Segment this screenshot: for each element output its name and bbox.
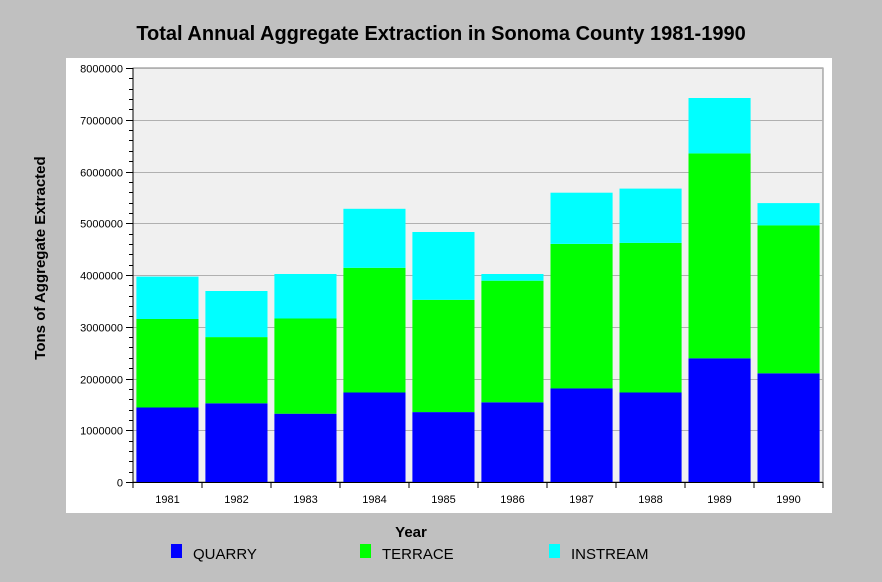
bar-instream-1982 bbox=[205, 291, 268, 338]
bars bbox=[136, 98, 820, 482]
bar-quarry-1984 bbox=[343, 392, 406, 482]
legend-swatch-instream bbox=[549, 544, 560, 558]
bar-instream-1981 bbox=[136, 276, 199, 319]
legend-swatch-quarry bbox=[171, 544, 182, 558]
x-tick-label: 1983 bbox=[293, 494, 317, 506]
bar-quarry-1983 bbox=[274, 413, 337, 482]
x-tick-label: 1988 bbox=[638, 494, 662, 506]
bar-terrace-1984 bbox=[343, 267, 406, 393]
bar-instream-1987 bbox=[550, 192, 613, 244]
bar-terrace-1988 bbox=[619, 242, 682, 393]
bar-instream-1986 bbox=[481, 274, 544, 281]
chart-title: Total Annual Aggregate Extraction in Son… bbox=[136, 23, 745, 45]
legend: QUARRY TERRACE INSTREAM bbox=[171, 544, 649, 563]
x-axis-label: Year bbox=[395, 524, 427, 541]
bar-quarry-1986 bbox=[481, 402, 544, 482]
bar-quarry-1981 bbox=[136, 407, 199, 482]
bar-instream-1990 bbox=[757, 203, 820, 226]
bar-quarry-1989 bbox=[688, 358, 751, 482]
bar-quarry-1990 bbox=[757, 373, 820, 482]
x-tick-label: 1981 bbox=[155, 494, 179, 506]
bar-terrace-1990 bbox=[757, 225, 820, 374]
bar-instream-1984 bbox=[343, 208, 406, 268]
bar-terrace-1987 bbox=[550, 244, 613, 389]
bar-terrace-1983 bbox=[274, 318, 337, 414]
x-tick-label: 1985 bbox=[431, 494, 455, 506]
bar-terrace-1985 bbox=[412, 299, 475, 413]
bar-instream-1985 bbox=[412, 232, 475, 300]
y-tick-label: 5000000 bbox=[80, 219, 123, 231]
legend-label-terrace: TERRACE bbox=[382, 546, 454, 563]
y-tick-label: 4000000 bbox=[80, 271, 123, 283]
legend-label-instream: INSTREAM bbox=[571, 546, 649, 563]
y-tick-label: 6000000 bbox=[80, 168, 123, 180]
x-tick-label: 1990 bbox=[776, 494, 800, 506]
bar-terrace-1982 bbox=[205, 337, 268, 404]
y-tick-label: 8000000 bbox=[80, 64, 123, 76]
bar-terrace-1989 bbox=[688, 153, 751, 359]
y-tick-label: 0 bbox=[117, 478, 123, 490]
x-tick-label: 1987 bbox=[569, 494, 593, 506]
bar-instream-1989 bbox=[688, 98, 751, 154]
bar-quarry-1985 bbox=[412, 412, 475, 482]
bar-instream-1983 bbox=[274, 274, 337, 319]
bar-terrace-1986 bbox=[481, 280, 544, 403]
x-tick-label: 1982 bbox=[224, 494, 248, 506]
y-tick-label: 7000000 bbox=[80, 116, 123, 128]
y-tick-label: 2000000 bbox=[80, 375, 123, 387]
x-tick-label: 1984 bbox=[362, 494, 386, 506]
bar-quarry-1982 bbox=[205, 403, 268, 482]
y-tick-label: 3000000 bbox=[80, 323, 123, 335]
y-axis-label: Tons of Aggregate Extracted bbox=[32, 156, 49, 359]
x-axis: 1981 1982 1983 1984 1985 1986 1987 1988 1989 1990 bbox=[132, 482, 824, 506]
x-tick-label: 1986 bbox=[500, 494, 524, 506]
bar-terrace-1981 bbox=[136, 319, 199, 408]
legend-label-quarry: QUARRY bbox=[193, 546, 257, 563]
bar-quarry-1987 bbox=[550, 388, 613, 482]
bar-instream-1988 bbox=[619, 188, 682, 243]
legend-swatch-terrace bbox=[360, 544, 371, 558]
y-tick-label: 1000000 bbox=[80, 426, 123, 438]
x-tick-label: 1989 bbox=[707, 494, 731, 506]
bar-quarry-1988 bbox=[619, 392, 682, 482]
y-axis: 0 1000000 2000000 3000000 4000000 5000000 6000… bbox=[80, 64, 134, 490]
